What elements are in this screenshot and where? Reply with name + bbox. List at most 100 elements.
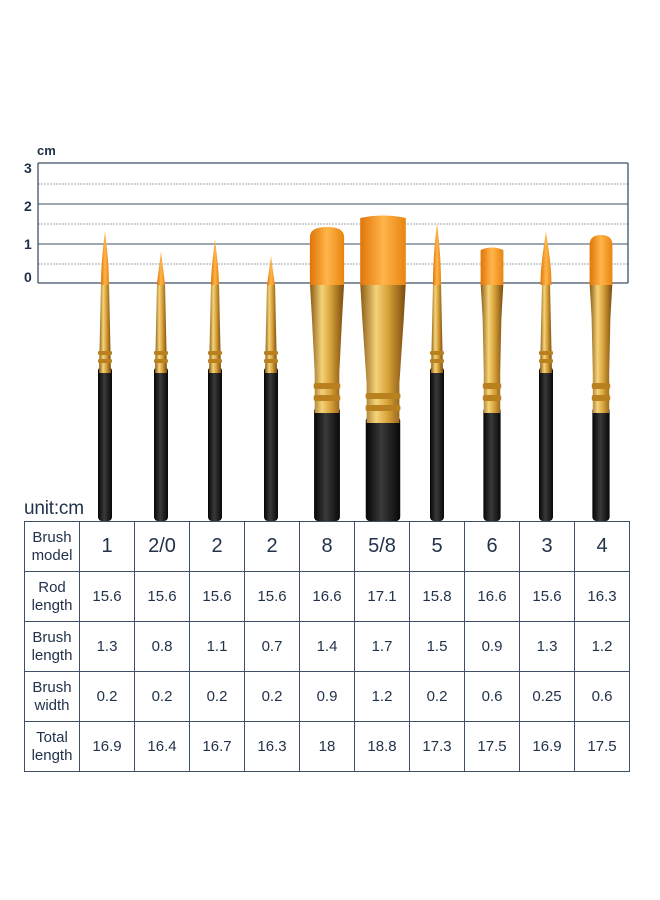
table-cell: 6 [464, 521, 520, 572]
table-cell: 8 [299, 521, 355, 572]
table-cell: 17.5 [464, 721, 520, 772]
table-cell: 0.6 [464, 671, 520, 722]
table-cell: 15.6 [519, 571, 575, 622]
brush-handle [154, 367, 168, 521]
brush-bristles [267, 255, 275, 285]
brush-ferrule [155, 283, 167, 373]
row-header-line: length [31, 746, 73, 764]
table-cell: 0.9 [464, 621, 520, 672]
table-cell: 0.6 [574, 671, 630, 722]
table-row: Brush model 1 2/0 2 2 8 5/8 5 6 3 4 [24, 521, 630, 572]
ferrule-ring [264, 359, 278, 363]
brush-ferrule [431, 283, 443, 373]
brush-ferrule [265, 283, 277, 373]
table-cell: 15.6 [244, 571, 300, 622]
row-header-line: model [31, 546, 73, 564]
table-cell: 16.9 [79, 721, 135, 772]
ruler-tick-label: 3 [24, 160, 32, 176]
table-cell: 16.3 [574, 571, 630, 622]
brush-bristles [433, 223, 441, 285]
table-cell: 17.1 [354, 571, 410, 622]
row-header: Brush width [24, 671, 80, 722]
table-cell: 15.6 [189, 571, 245, 622]
brush-ferrule [209, 283, 221, 373]
table-cell: 16.9 [519, 721, 575, 772]
table-cell: 16.7 [189, 721, 245, 772]
table-cell: 1.3 [79, 621, 135, 672]
row-header-line: Brush [32, 628, 72, 646]
brush-handle [592, 407, 610, 521]
table-cell: 16.3 [244, 721, 300, 772]
ferrule-ring [98, 359, 112, 363]
table-cell: 0.8 [134, 621, 190, 672]
row-header-line: Rod [38, 578, 66, 596]
table-cell: 1.1 [189, 621, 245, 672]
table-cell: 1.3 [519, 621, 575, 672]
spec-table: Brush model 1 2/0 2 2 8 5/8 5 6 3 4 Rod length 15.6 15.… [24, 521, 630, 772]
table-cell: 4 [574, 521, 630, 572]
table-cell: 0.7 [244, 621, 300, 672]
brush-handle [539, 367, 553, 521]
brush-handle [98, 367, 112, 521]
ferrule-ring [208, 351, 222, 355]
table-row: Rod length 15.6 15.6 15.6 15.6 16.6 17.1 15.8 16.… [24, 571, 630, 622]
table-cell: 3 [519, 521, 575, 572]
table-cell: 0.2 [134, 671, 190, 722]
row-header-line: width [34, 696, 70, 714]
ferrule-ring [430, 351, 444, 355]
table-cell: 1.7 [354, 621, 410, 672]
row-header-line: length [31, 596, 73, 614]
ruler-tick-label: 0 [24, 269, 32, 285]
ferrule-ring [482, 383, 502, 389]
table-cell: 18.8 [354, 721, 410, 772]
table-cell: 0.2 [79, 671, 135, 722]
table-row: Brush length 1.3 0.8 1.1 0.7 1.4 1.7 1.5 0.9 1.3 1.… [24, 621, 630, 672]
brush-ferrule [309, 283, 345, 413]
ferrule-ring [208, 359, 222, 363]
table-cell: 1.2 [574, 621, 630, 672]
brush-bristles [360, 215, 406, 285]
table-cell: 2 [244, 521, 300, 572]
brush-handle [208, 367, 222, 521]
brush-bristles [157, 251, 165, 285]
ferrule-ring [591, 395, 611, 401]
brush-bristles [211, 239, 219, 285]
brush-handle [314, 407, 340, 521]
table-cell: 0.2 [244, 671, 300, 722]
ferrule-ring [98, 351, 112, 355]
brush-bristles [589, 235, 613, 285]
brush-ferrule [99, 283, 111, 373]
ruler-unit: cm [37, 143, 56, 158]
ferrule-ring [313, 395, 341, 401]
brush-ferrule [360, 283, 406, 423]
brush-handle [430, 367, 444, 521]
row-header: Total length [24, 721, 80, 772]
table-cell: 16.6 [464, 571, 520, 622]
table-cell: 0.2 [409, 671, 465, 722]
brush-handle [264, 367, 278, 521]
table-cell: 1 [79, 521, 135, 572]
ferrule-ring [430, 359, 444, 363]
ferrule-ring [539, 359, 553, 363]
row-header: Rod length [24, 571, 80, 622]
table-cell: 18 [299, 721, 355, 772]
table-cell: 15.8 [409, 571, 465, 622]
table-row: Brush width 0.2 0.2 0.2 0.2 0.9 1.2 0.2 0.6 0.25 0.… [24, 671, 630, 722]
ferrule-ring [591, 383, 611, 389]
ruler-tick-label: 1 [24, 236, 32, 252]
brush-row [98, 215, 613, 521]
table-cell: 17.5 [574, 721, 630, 772]
ferrule-ring [539, 351, 553, 355]
table-cell: 0.2 [189, 671, 245, 722]
row-header: Brush length [24, 621, 80, 672]
table-cell: 17.3 [409, 721, 465, 772]
brush-bristles [309, 227, 345, 285]
brush-ferrule [540, 283, 552, 373]
table-cell: 0.25 [519, 671, 575, 722]
row-header-line: Brush [32, 678, 72, 696]
ruler-tick-label: 2 [24, 198, 32, 214]
brush-ferrule [589, 283, 613, 413]
row-header-line: Brush [32, 528, 72, 546]
brush-illustration: cm 3 2 1 0 [24, 143, 629, 521]
table-cell: 1.2 [354, 671, 410, 722]
